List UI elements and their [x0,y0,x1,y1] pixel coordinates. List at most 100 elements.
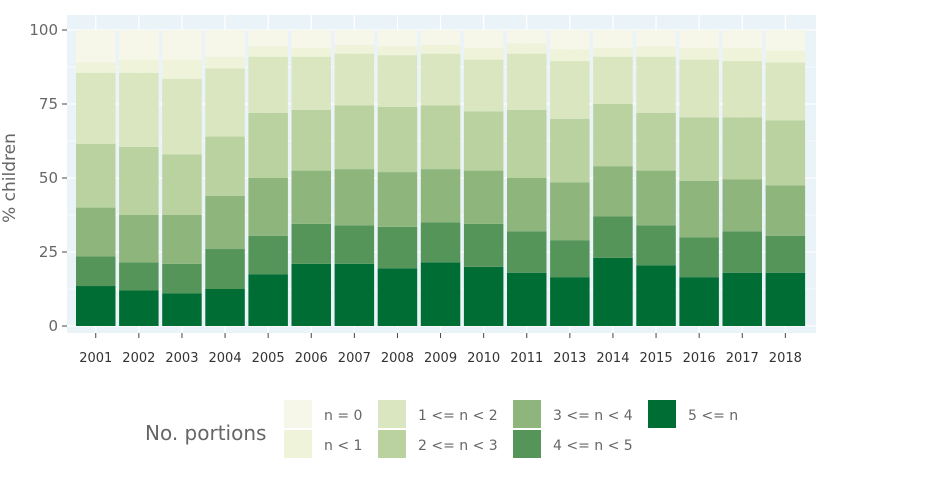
bar-segment [334,53,375,106]
bar-segment [162,293,202,326]
bar-segment [205,136,245,196]
y-tick-label: 0 [48,317,58,335]
bar-segment [334,105,375,170]
bar-segment [248,178,288,236]
bar-segment [420,169,461,223]
bar-segment [334,169,375,226]
bar-segment [162,30,202,60]
bar-segment [507,43,547,54]
bar-segment [765,235,806,273]
bar-segment [76,286,116,326]
bar-segment [205,195,245,250]
legend-swatch [513,400,541,428]
x-tick-label: 2008 [381,351,414,366]
y-tick-label: 100 [29,21,58,39]
bar-segment [420,44,461,54]
bar-segment [679,30,719,48]
bar-segment [722,179,762,232]
bar-segment [377,226,418,269]
x-tick-label: 2002 [122,351,155,366]
bar-segment [550,30,590,50]
bar-segment [420,30,461,45]
bar-segment [76,30,116,63]
bar-segment [765,62,806,121]
x-tick-label: 2005 [252,351,285,366]
bar-segment [162,154,202,215]
x-tick-label: 2018 [769,351,802,366]
bar-segment [377,46,418,56]
bar-segment [420,53,461,106]
bar-segment [334,225,375,264]
bar-segment [420,262,461,326]
bar-segment [679,47,719,60]
bar-segment [248,56,288,113]
bar-segment [679,117,719,181]
bar-segment [765,30,806,51]
x-tick-label: 2016 [683,351,716,366]
bar-segment [550,49,590,62]
bar-segment [377,30,418,47]
bar-segment [334,30,375,45]
bar-segment [722,30,762,48]
bar-segment [205,68,245,137]
bar-segment [463,266,504,326]
bar-segment [420,105,461,170]
legend-swatch [284,400,312,428]
bar-segment [593,47,633,57]
y-tick-label: 75 [39,95,58,113]
bar-segment [636,225,676,266]
bar-segment [119,59,159,73]
bar-segment [722,272,762,326]
legend-label: 4 <= n < 5 [553,438,633,454]
bar-segment [679,237,719,278]
bar-segment [463,111,504,171]
bar-segment [550,182,590,241]
legend-swatch [648,400,676,428]
bar-segment [463,30,504,48]
bar-segment [679,277,719,326]
bar-segment [119,215,159,263]
bar-segment [162,215,202,264]
bar-segment [248,30,288,47]
bar-segment [76,207,116,257]
bar-segment [593,216,633,258]
bar-segment [162,78,202,155]
bar-segment [291,109,331,171]
bar-segment [765,272,806,326]
bar-segment [679,180,719,238]
x-tick-label: 2003 [165,351,198,366]
y-tick-label: 25 [39,243,58,261]
bar-segment [377,172,418,227]
bar-segment [636,112,676,171]
x-axis: 2001 2002 2003 2004 2005 2006 2007 2008 2009 2010… [79,333,802,366]
legend-swatch [513,430,541,458]
bar-segment [248,46,288,57]
bar-segment [507,30,547,44]
y-tick-label: 50 [39,169,58,187]
bar-segment [636,46,676,57]
bar-segment [593,30,633,48]
legend-swatch [378,430,406,458]
bar-segment [507,109,547,178]
x-tick-label: 2004 [209,351,242,366]
bar-segment [291,223,331,264]
y-axis: 0 25 50 75 100 [29,21,67,335]
bar-segment [679,59,719,118]
bar-segment [593,104,633,167]
bar-segment [119,30,159,60]
legend-label: 3 <= n < 4 [553,408,633,424]
bar-segment [463,223,504,267]
bar-segment [291,30,331,48]
legend-label: n < 1 [324,438,362,454]
bar-segment [334,263,375,326]
bar-segment [420,222,461,263]
bar-segment [162,59,202,79]
legend-title: No. portions [145,421,266,445]
bars [76,30,806,326]
bar-segment [722,61,762,118]
x-tick-label: 2009 [424,351,457,366]
bar-segment [76,62,116,73]
bar-segment [463,47,504,60]
x-tick-label: 2001 [79,351,112,366]
